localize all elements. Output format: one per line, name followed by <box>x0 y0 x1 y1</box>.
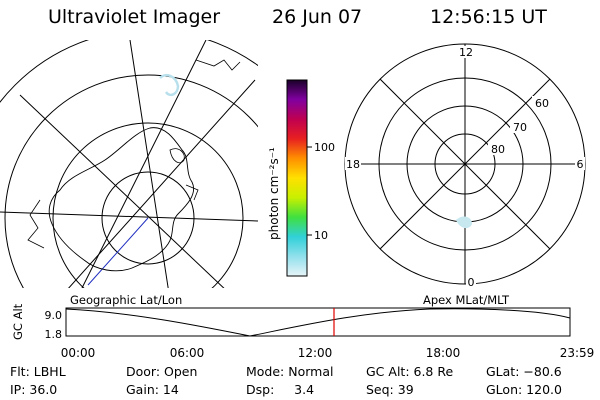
coastline-fragment <box>195 59 241 71</box>
geo-meridian-highlight <box>87 217 149 286</box>
geo-meridian <box>68 79 256 288</box>
info-door: Door: Open <box>126 364 198 379</box>
date-label: 26 Jun 07 <box>272 6 363 28</box>
lat-label-bg <box>510 120 530 133</box>
coastline-fragment <box>185 184 199 201</box>
colorbar-unit-label: photon cm⁻²s⁻¹ <box>267 147 281 240</box>
time-tick-4: 23:59 <box>560 346 595 360</box>
lat-label-80: 80 <box>491 143 505 156</box>
aurora-patch-right <box>456 216 472 229</box>
lat-label-bg <box>532 96 552 109</box>
geo-lat-circle-outer <box>4 74 258 288</box>
time-tick-1: 06:00 <box>170 346 205 360</box>
alt-axis-label: GC Alt <box>11 303 25 340</box>
time-tick-3: 18:00 <box>426 346 461 360</box>
geo-meridian <box>19 94 225 288</box>
clock-label-bg <box>466 276 476 287</box>
coastline-fragment <box>27 199 45 249</box>
colorbar-tick-label-10: 10 <box>314 229 328 242</box>
left-map-label: Geographic Lat/Lon <box>70 293 182 307</box>
clock-label-12: 12 <box>459 46 473 59</box>
geo-lat-circle-inner <box>101 171 195 265</box>
coastline-fragment <box>169 148 185 164</box>
geo-lat-circle-edge <box>0 40 258 103</box>
time-tick-0: 00:00 <box>61 346 96 360</box>
altitude-plot-frame <box>65 307 571 337</box>
lat-label-70: 70 <box>513 121 527 134</box>
info-seq: Seq: 39 <box>366 382 414 397</box>
info-flt: Flt: LBHL <box>10 364 66 379</box>
clock-label-0: 0 <box>468 276 475 289</box>
time-label: 12:56:15 UT <box>430 6 547 28</box>
info-mode: Mode: Normal <box>246 364 334 379</box>
polar-plot <box>344 43 586 285</box>
instrument-title: Ultraviolet Imager <box>48 6 221 28</box>
info-glon: GLon: 120.0 <box>486 382 562 397</box>
clock-label-18: 18 <box>346 158 360 171</box>
right-map-label: Apex MLat/MLT <box>423 293 510 307</box>
clock-label-bg <box>459 46 473 58</box>
info-gc-alt: GC Alt: 6.8 Re <box>366 364 454 379</box>
time-tick-2: 12:00 <box>298 346 333 360</box>
alt-tick-max: 9.0 <box>45 309 63 322</box>
geo-meridian <box>129 40 169 288</box>
coastline-antarctica <box>48 127 194 272</box>
altitude-curve <box>65 308 571 337</box>
info-ip: IP: 36.0 <box>10 382 58 397</box>
geographic-map <box>0 40 258 288</box>
lat-label-60: 60 <box>535 97 549 110</box>
info-dsp: Dsp: 3.4 <box>246 382 315 397</box>
lat-label-bg <box>488 142 508 155</box>
clock-label-bg <box>345 157 361 170</box>
alt-tick-min: 1.8 <box>45 328 63 341</box>
clock-label-bg <box>575 157 585 170</box>
info-gain: Gain: 14 <box>126 382 179 397</box>
clock-label-6: 6 <box>577 158 584 171</box>
geo-meridian <box>81 40 207 288</box>
colorbar-tick-label-100: 100 <box>314 141 335 154</box>
colorbar <box>286 79 308 277</box>
info-glat: GLat: −80.6 <box>486 364 562 379</box>
geo-meridian <box>0 211 258 222</box>
polar-line-diag <box>379 78 551 250</box>
aurora-patch-left <box>159 74 180 97</box>
geo-lat-circle-mid <box>52 122 244 288</box>
